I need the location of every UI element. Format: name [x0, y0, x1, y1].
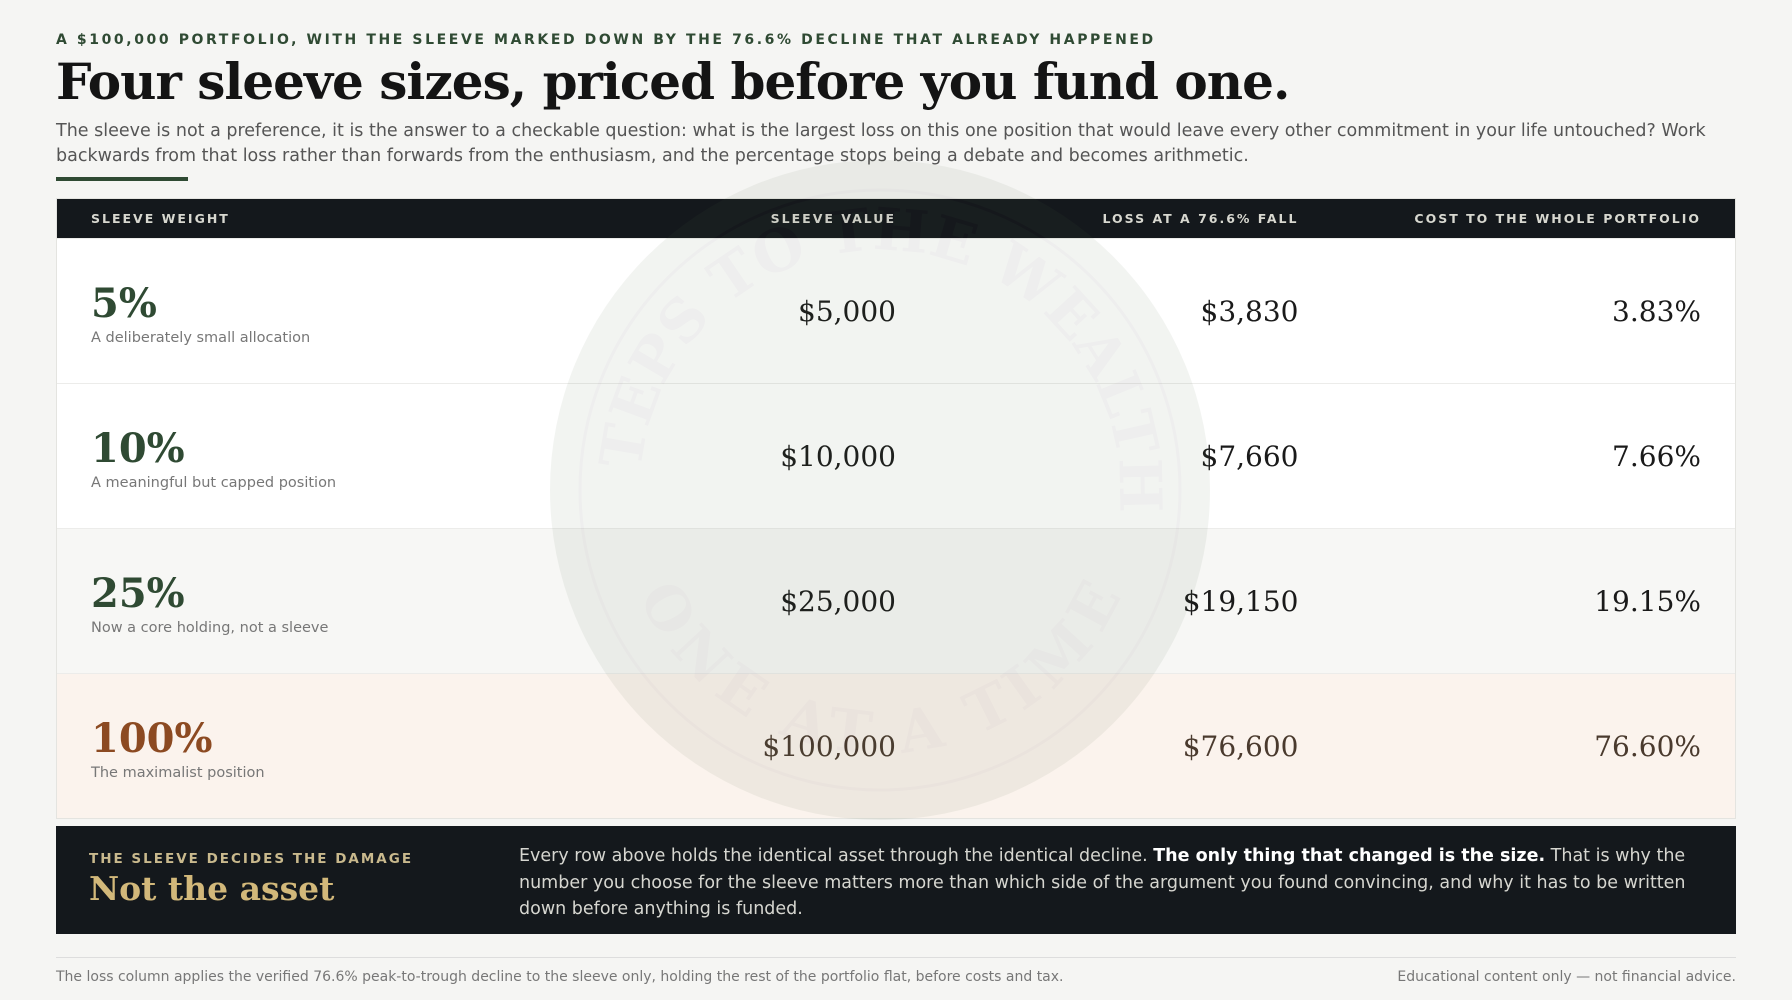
sleeve-value: $25,000 — [780, 584, 896, 618]
callout: THE SLEEVE DECIDES THE DAMAGE Not the as… — [56, 826, 1736, 934]
portfolio-cost: 19.15% — [1594, 584, 1701, 618]
portfolio-cost: 7.66% — [1612, 439, 1701, 473]
callout-left: THE SLEEVE DECIDES THE DAMAGE Not the as… — [89, 826, 519, 934]
table-row: 25% Now a core holding, not a sleeve $25,0… — [57, 528, 1735, 673]
weight-cell: 10% A meaningful but capped position — [91, 421, 494, 492]
loss-value: $19,150 — [1182, 584, 1299, 618]
sleeve-weight: 5% — [91, 280, 157, 327]
weight-cell: 5% A deliberately small allocation — [91, 276, 494, 347]
column-header: COST TO THE WHOLE PORTFOLIO — [1414, 211, 1701, 226]
weight-cell: 100% The maximalist position — [91, 711, 494, 782]
loss-value: $76,600 — [1182, 729, 1299, 763]
footer-note: The loss column applies the verified 76.… — [56, 969, 1064, 985]
sleeve-value: $100,000 — [762, 729, 896, 763]
portfolio-cost: 76.60% — [1594, 729, 1701, 763]
sleeve-value: $5,000 — [798, 294, 896, 328]
table-row: 10% A meaningful but capped position $10,0… — [57, 383, 1735, 528]
sleeve-weight: 25% — [91, 570, 185, 617]
column-header: SLEEVE VALUE — [770, 211, 896, 226]
table-row: 5% A deliberately small allocation $5,000 $… — [57, 238, 1735, 383]
eyebrow: A $100,000 PORTFOLIO, WITH THE SLEEVE MA… — [56, 32, 1156, 48]
weight-note: Now a core holding, not a sleeve — [91, 620, 329, 636]
callout-title: Not the asset — [89, 869, 335, 908]
weight-note: The maximalist position — [91, 765, 265, 781]
column-header: SLEEVE WEIGHT — [91, 211, 230, 226]
loss-value: $3,830 — [1200, 294, 1299, 328]
footer-disclaimer: Educational content only — not financial… — [1397, 969, 1736, 985]
table-header: SLEEVE WEIGHT SLEEVE VALUE LOSS AT A 76.6%… — [57, 199, 1735, 238]
sleeve-weight: 10% — [91, 425, 185, 472]
column-header: LOSS AT A 76.6% FALL — [1102, 211, 1299, 226]
callout-body: Every row above holds the identical asse… — [519, 826, 1703, 934]
portfolio-cost: 3.83% — [1612, 294, 1701, 328]
title: Four sleeve sizes, priced before you fun… — [56, 52, 1290, 111]
lede: The sleeve is not a preference, it is th… — [56, 121, 1706, 166]
sleeve-value: $10,000 — [780, 439, 896, 473]
footer-rule — [56, 957, 1736, 958]
weight-note: A deliberately small allocation — [91, 330, 311, 346]
loss-value: $7,660 — [1200, 439, 1299, 473]
sleeve-table: SLEEVE WEIGHT SLEEVE VALUE LOSS AT A 76.6%… — [56, 198, 1736, 819]
callout-text: Every row above holds the identical asse… — [519, 846, 1154, 866]
accent-rule — [56, 177, 188, 181]
callout-emphasis: The only thing that changed is the size. — [1153, 846, 1546, 866]
weight-note: A meaningful but capped position — [91, 475, 337, 491]
table-row: 100% The maximalist position $100,000 $76,6… — [57, 673, 1735, 818]
weight-cell: 25% Now a core holding, not a sleeve — [91, 566, 494, 637]
sleeve-weight: 100% — [91, 715, 213, 762]
callout-text: That is why the number you choose for th… — [519, 846, 1686, 919]
table-body: 5% A deliberately small allocation $5,000 $… — [57, 238, 1735, 818]
callout-kicker: THE SLEEVE DECIDES THE DAMAGE — [89, 851, 414, 867]
